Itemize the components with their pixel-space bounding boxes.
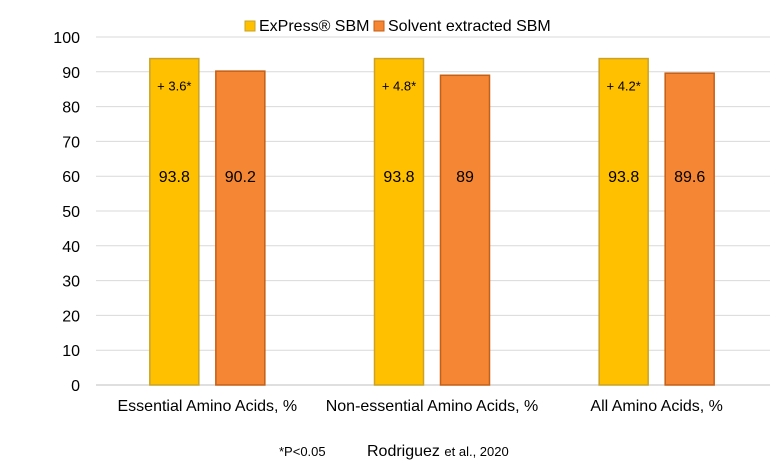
significance-footnote: *P<0.05 xyxy=(279,443,326,461)
difference-annotation: + 3.6* xyxy=(157,79,191,94)
bars xyxy=(149,57,715,386)
bar xyxy=(373,57,425,386)
y-tick-label: 40 xyxy=(62,239,80,256)
y-tick-label: 70 xyxy=(62,134,80,151)
legend-label: ExPress® SBM xyxy=(259,18,369,35)
x-category-label: All Amino Acids, % xyxy=(590,398,723,415)
legend-swatch xyxy=(244,20,256,32)
data-label: 89.6 xyxy=(674,169,705,186)
bar xyxy=(598,57,649,386)
citation-year: et al., 2020 xyxy=(444,444,509,459)
x-category-label: Non-essential Amino Acids, % xyxy=(326,398,539,415)
y-axis: 0 10 20 30 40 50 60 70 80 90 100 Essential Amino Ac… xyxy=(53,30,723,415)
legend-label: Solvent extracted SBM xyxy=(388,18,551,35)
significance-note: *P<0.05 xyxy=(279,444,326,459)
gridlines xyxy=(96,36,770,386)
difference-annotation: + 4.2* xyxy=(606,79,640,94)
y-tick-label: 50 xyxy=(62,204,80,221)
bar xyxy=(439,74,491,386)
data-label: 89 xyxy=(456,169,474,186)
bar xyxy=(664,72,715,386)
y-tick-label: 90 xyxy=(62,65,80,82)
legend: ExPress® SBM Solvent extracted SBM xyxy=(244,18,551,35)
x-category-label: Essential Amino Acids, % xyxy=(118,398,298,415)
bar xyxy=(215,70,266,386)
y-tick-label: 80 xyxy=(62,100,80,117)
citation-author: Rodriguez xyxy=(367,443,440,460)
y-tick-label: 30 xyxy=(62,274,80,291)
data-label: 90.2 xyxy=(225,169,256,186)
data-label: 93.8 xyxy=(608,169,639,186)
y-tick-label: 60 xyxy=(62,169,80,186)
bar xyxy=(149,57,200,386)
y-tick-label: 10 xyxy=(62,343,80,360)
difference-annotation: + 4.8* xyxy=(382,79,416,94)
legend-swatch xyxy=(373,20,385,32)
y-tick-label: 0 xyxy=(71,378,80,395)
data-labels: 93.8 90.2 + 3.6* 93.8 89 + 4.8* 93.8 89.6 + 4.2* xyxy=(157,79,705,186)
data-label: 93.8 xyxy=(159,169,190,186)
citation: Rodriguez et al., 2020 xyxy=(367,443,509,461)
data-label: 93.8 xyxy=(383,169,414,186)
y-tick-label: 100 xyxy=(53,30,80,47)
y-tick-label: 20 xyxy=(62,308,80,325)
